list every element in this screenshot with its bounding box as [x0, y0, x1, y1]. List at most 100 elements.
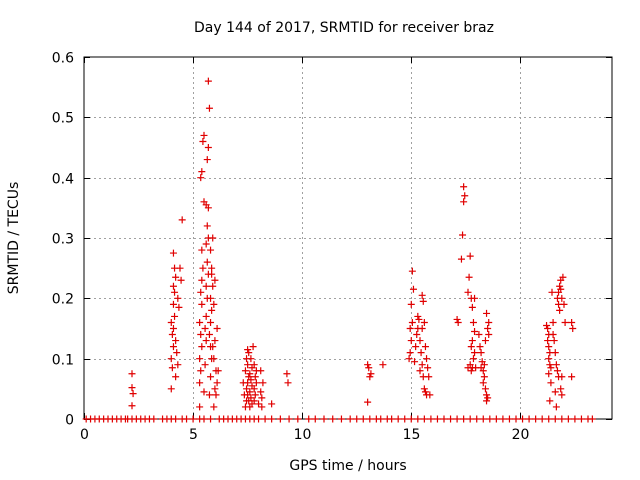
data-point [460, 198, 468, 206]
data-point [453, 415, 461, 423]
data-point [477, 349, 485, 357]
data-point [420, 318, 428, 326]
data-point [198, 343, 206, 351]
x-tick-label: 15 [403, 427, 421, 443]
data-point [209, 234, 217, 242]
data-point [359, 415, 367, 423]
x-tick-label: 5 [189, 427, 198, 443]
data-point [197, 288, 205, 296]
data-point [505, 415, 513, 423]
data-point [418, 325, 426, 332]
data-point [201, 325, 209, 332]
data-point [247, 376, 255, 384]
y-tick-label: 0.6 [52, 51, 74, 67]
data-point [499, 415, 507, 423]
data-point [169, 325, 177, 332]
data-point [460, 415, 468, 423]
data-point [407, 337, 415, 345]
data-point [425, 373, 433, 381]
data-point [174, 294, 182, 302]
data-point [268, 415, 276, 423]
data-point [285, 415, 293, 423]
data-point [476, 343, 484, 351]
data-point [255, 400, 263, 408]
data-point [484, 394, 492, 402]
data-point [200, 388, 208, 396]
data-point [252, 379, 260, 387]
data-point [465, 273, 473, 281]
data-point [454, 318, 462, 326]
data-point [477, 364, 485, 372]
data-points [82, 77, 596, 423]
data-point [538, 415, 546, 423]
data-point [551, 388, 559, 396]
data-point [240, 391, 248, 399]
data-point [420, 415, 428, 423]
data-point [418, 291, 426, 299]
data-point [547, 379, 555, 387]
data-point [424, 364, 432, 372]
data-point [433, 415, 441, 423]
data-point [251, 373, 259, 381]
data-point [512, 415, 520, 423]
data-point [241, 367, 249, 375]
data-point [196, 355, 204, 363]
data-point [459, 231, 467, 239]
data-point [484, 325, 492, 332]
data-point [561, 318, 569, 326]
data-point [407, 415, 415, 423]
data-point [558, 391, 566, 399]
x-tick-label: 20 [512, 427, 530, 443]
data-point [197, 331, 205, 339]
data-point [213, 325, 221, 332]
data-point [460, 183, 468, 191]
data-point [172, 415, 180, 423]
data-point [199, 264, 207, 272]
data-point [129, 390, 137, 398]
data-point [366, 373, 374, 381]
x-tick-labels: 0 5 10 15 20 [80, 427, 529, 443]
data-point [200, 131, 208, 139]
data-point [212, 391, 220, 399]
data-point [196, 403, 204, 411]
data-point [210, 355, 218, 363]
data-point [247, 355, 255, 363]
data-point [377, 415, 385, 423]
data-point [556, 306, 564, 314]
y-tick-label: 0 [65, 413, 74, 429]
data-point [388, 415, 396, 423]
data-point [367, 370, 375, 378]
data-point [483, 391, 491, 399]
data-point [408, 267, 416, 275]
data-point [415, 315, 423, 323]
data-point [577, 415, 585, 423]
y-tick-labels: 0 0.1 0.2 0.3 0.4 0.5 0.6 [52, 51, 74, 429]
data-point [426, 391, 434, 399]
data-point [420, 385, 428, 393]
data-point [183, 415, 191, 423]
data-point [210, 403, 218, 411]
data-point [196, 379, 204, 387]
data-point [211, 337, 219, 345]
data-point [421, 388, 429, 396]
data-point [172, 337, 180, 345]
data-point [481, 385, 489, 393]
data-point [481, 337, 489, 345]
chart-title: Day 144 of 2017, SRMTID for receiver bra… [194, 20, 494, 36]
data-point [532, 415, 540, 423]
data-point [198, 246, 206, 254]
data-point [169, 249, 177, 257]
data-point [257, 388, 265, 396]
data-point [468, 303, 476, 311]
data-point [239, 379, 247, 387]
data-point [364, 361, 372, 369]
data-point [551, 349, 559, 357]
data-point [208, 264, 216, 272]
data-point [483, 397, 491, 405]
data-point [249, 343, 257, 351]
data-point [406, 325, 414, 332]
data-point [558, 415, 566, 423]
data-point [245, 349, 253, 357]
data-point [205, 104, 213, 112]
data-point [174, 361, 182, 369]
